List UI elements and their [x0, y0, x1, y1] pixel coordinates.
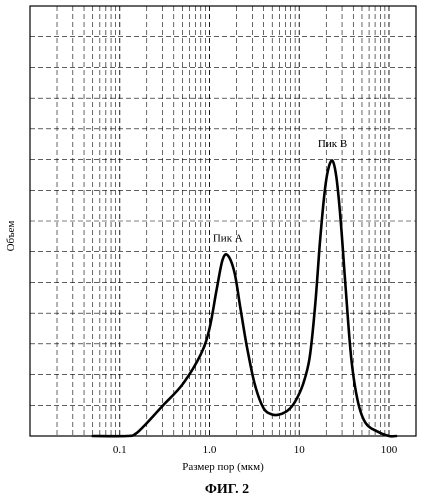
x-tick-labels: 0.1 1.0 10 100	[113, 444, 398, 456]
peak-annotations: Пик А Пик В	[213, 138, 347, 245]
x-tick-label: 10	[294, 444, 306, 456]
peak-label: Пик В	[318, 138, 347, 150]
x-axis-label: Размер пор (мкм)	[182, 461, 264, 473]
figure-caption: ФИГ. 2	[205, 482, 249, 497]
series-line	[93, 161, 396, 437]
x-tick-label: 1.0	[203, 444, 217, 456]
y-axis-label: Объем	[5, 221, 17, 252]
x-tick-label: 100	[381, 444, 398, 456]
peak-label: Пик А	[213, 232, 243, 244]
chart-grid	[30, 6, 416, 436]
x-tick-label: 0.1	[113, 444, 127, 456]
